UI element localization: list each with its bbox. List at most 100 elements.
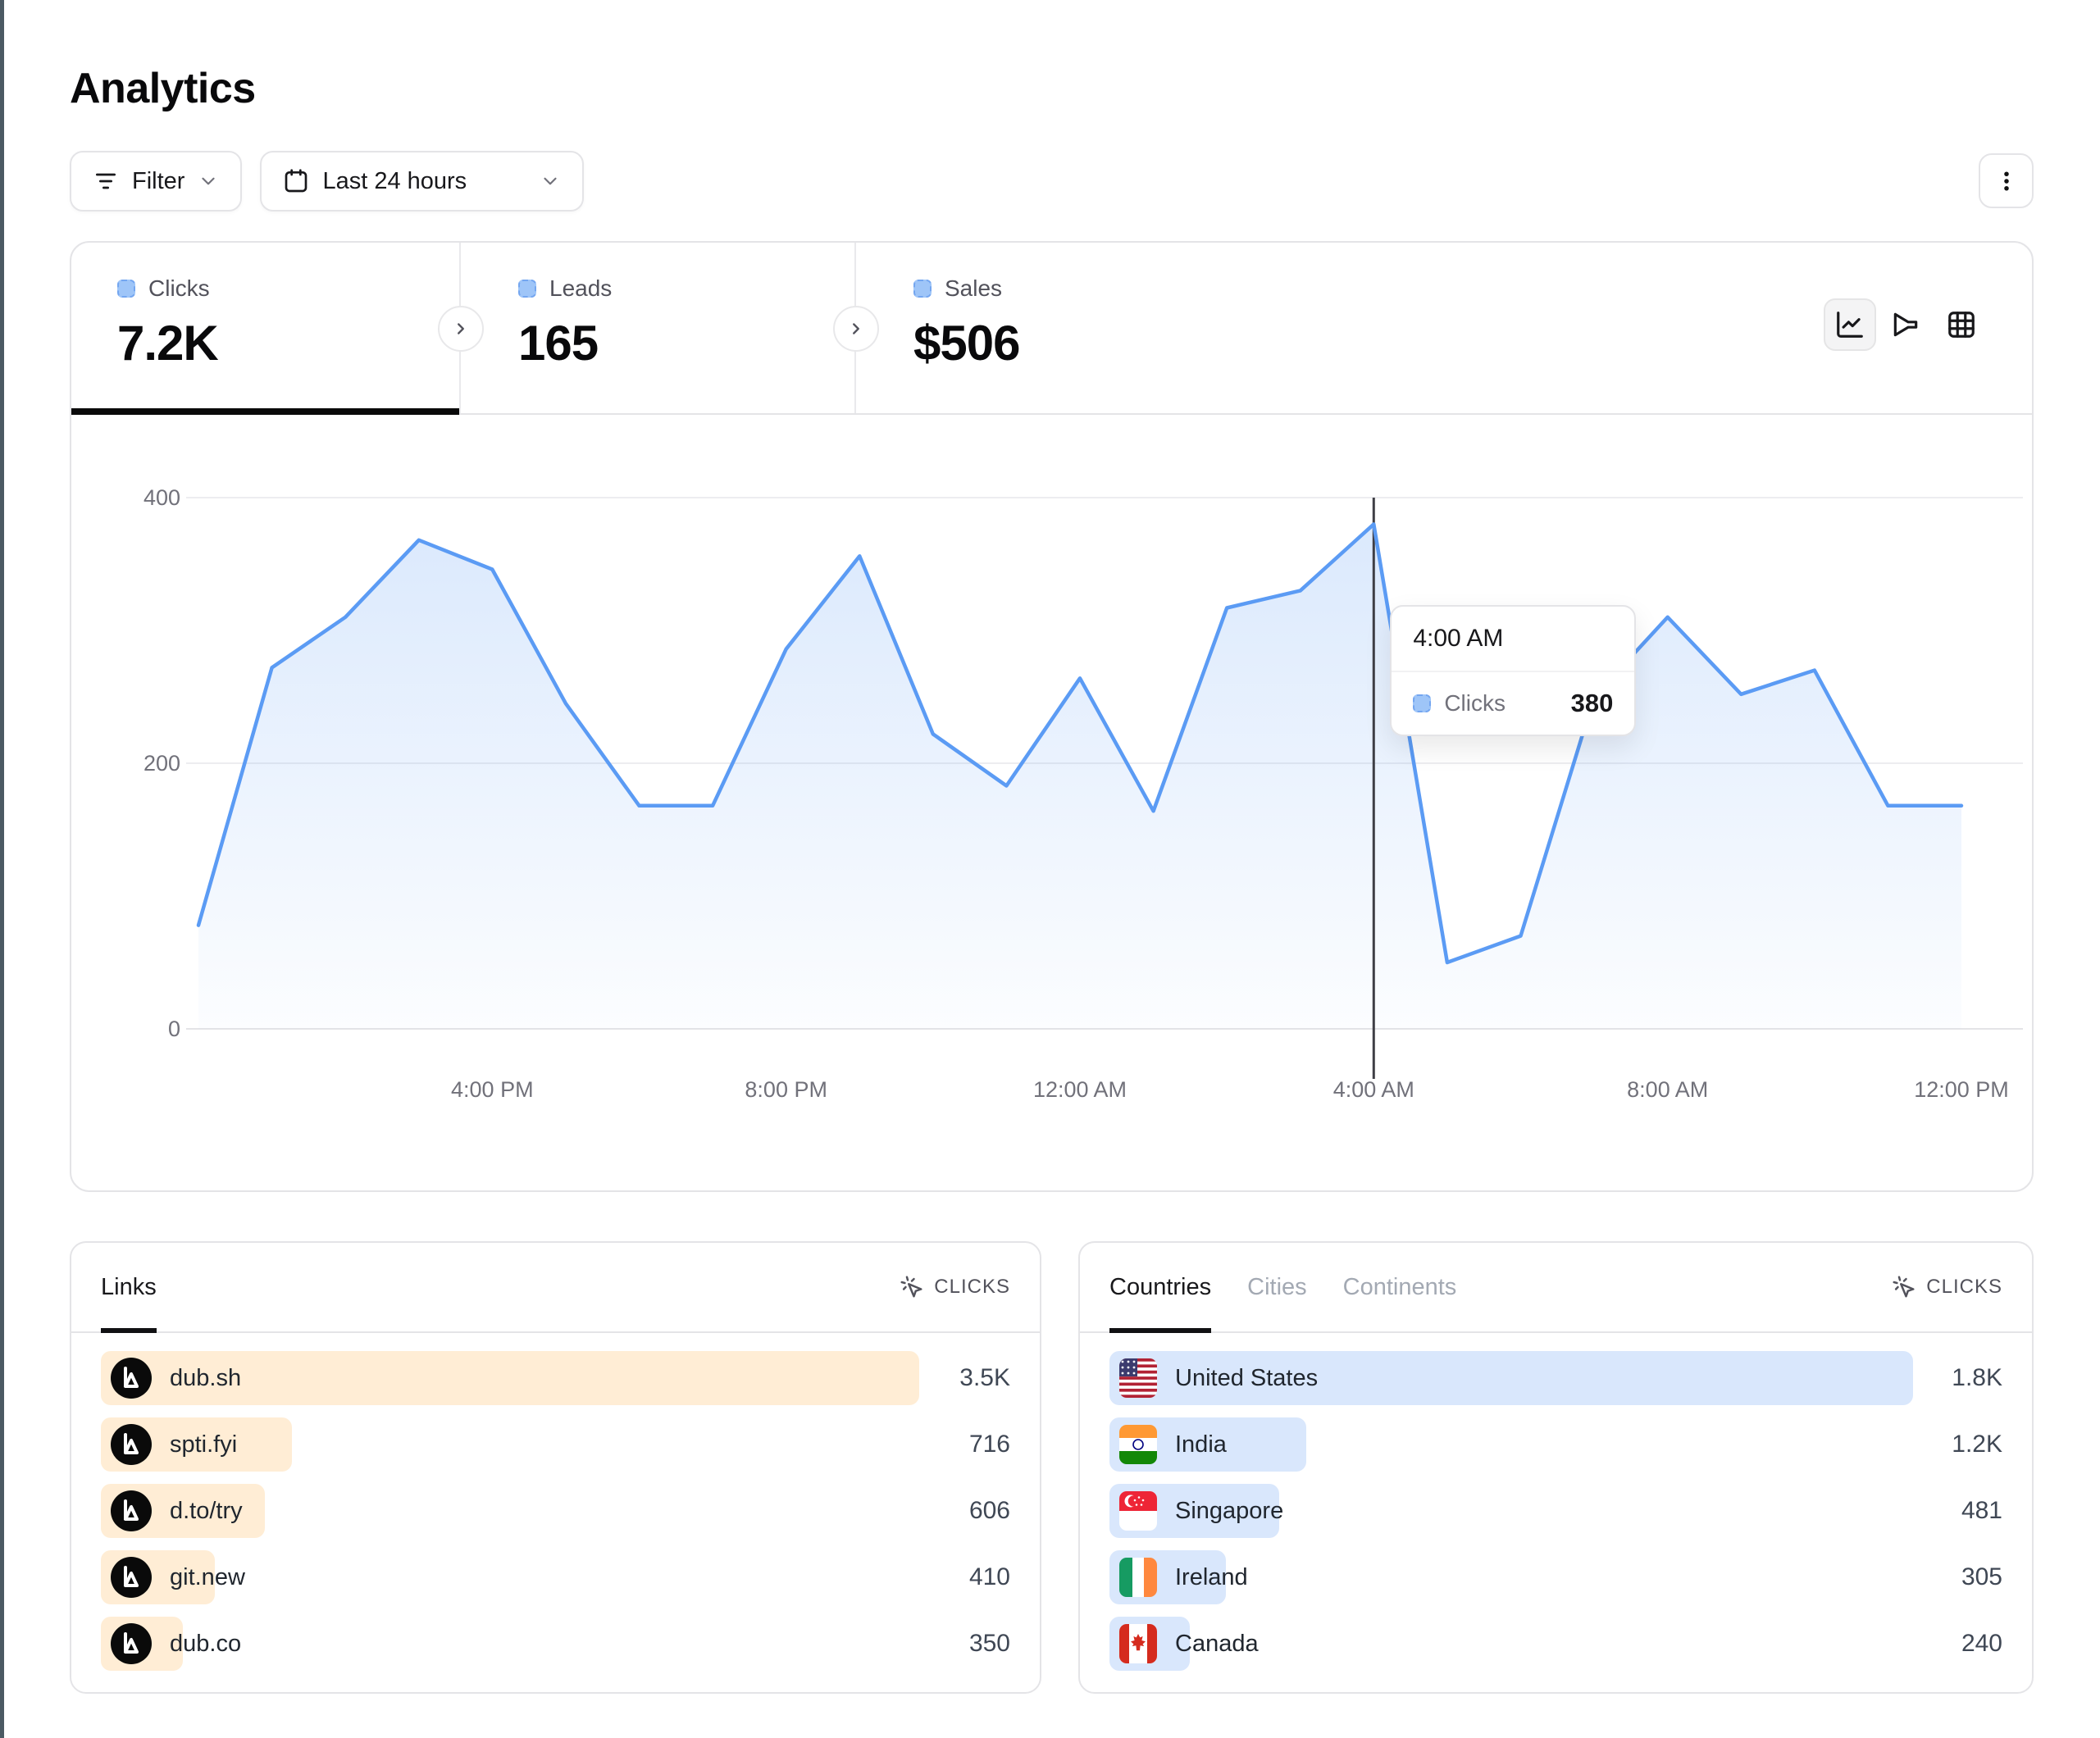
item-label: Ireland	[1175, 1563, 1248, 1590]
item-label: d.to/try	[170, 1497, 243, 1524]
sales-tab-label: Sales	[945, 275, 1003, 301]
mouse-pointer-click-icon	[900, 1276, 922, 1298]
window-edge	[0, 0, 4, 1738]
svg-text:4:00 AM: 4:00 AM	[1333, 1077, 1414, 1102]
dub-logo-icon	[111, 1424, 152, 1465]
links-panel-header: Links CLICKS	[71, 1243, 1040, 1333]
expand-sales-button[interactable]	[833, 306, 879, 352]
kebab-menu-icon	[2003, 171, 2009, 190]
tab-countries[interactable]: Countries	[1109, 1243, 1212, 1333]
list-item[interactable]: dub.co 350	[101, 1617, 1010, 1671]
list-item[interactable]: spti.fyi 716	[101, 1417, 1010, 1472]
tooltip-series-label: Clicks	[1444, 690, 1506, 716]
tooltip-time: 4:00 AM	[1392, 607, 1635, 672]
more-options-button[interactable]	[1979, 153, 2034, 208]
list-item[interactable]: git.new 410	[101, 1550, 1010, 1604]
date-range-button[interactable]: Last 24 hours	[260, 151, 585, 212]
item-label: India	[1175, 1431, 1227, 1458]
sales-value: $506	[913, 316, 1020, 371]
item-value: 481	[1961, 1497, 2002, 1524]
list-item[interactable]: India 1.2K	[1109, 1417, 2002, 1472]
leads-tab-label: Leads	[549, 275, 613, 301]
item-label: dub.sh	[170, 1364, 242, 1391]
chevron-down-icon	[202, 177, 216, 185]
chevron-right-icon	[458, 323, 464, 334]
item-value: 240	[1961, 1630, 2002, 1657]
clicks-time-series-chart[interactable]: 0 200 400 4:00 PM 8:00 PM 12:00 AM 4:00 AM 8:00…	[71, 415, 2032, 1190]
links-metric-header[interactable]: CLICKS	[900, 1275, 1010, 1299]
svg-text:8:00 AM: 8:00 AM	[1627, 1077, 1708, 1102]
tab-sales[interactable]: Sales $506	[856, 243, 2032, 413]
funnel-chart-view-button[interactable]	[1879, 298, 1932, 351]
item-label: git.new	[170, 1563, 245, 1590]
table-view-button[interactable]	[1935, 298, 1988, 351]
sales-legend-square	[913, 280, 932, 298]
canada-flag-icon	[1119, 1624, 1157, 1663]
item-label: Singapore	[1175, 1497, 1284, 1524]
list-item[interactable]: Ireland 305	[1109, 1550, 2002, 1604]
singapore-flag-icon	[1119, 1491, 1157, 1531]
svg-text:12:00 PM: 12:00 PM	[1914, 1077, 2009, 1102]
value-bar	[1109, 1351, 1914, 1405]
chart-tooltip: 4:00 AM Clicks 380	[1390, 605, 1637, 736]
leads-legend-square	[518, 280, 536, 298]
funnel-chart-icon	[1893, 312, 1918, 337]
list-item[interactable]: dub.sh 3.5K	[101, 1351, 1010, 1405]
page-title: Analytics	[70, 65, 256, 112]
tab-cities[interactable]: Cities	[1247, 1273, 1307, 1300]
tooltip-value: 380	[1570, 689, 1614, 717]
dub-logo-icon	[111, 1623, 152, 1664]
stats-tabs-row: Clicks 7.2K Leads 165 Sales $506	[71, 243, 2032, 415]
list-item[interactable]: Singapore 481	[1109, 1484, 2002, 1538]
geo-panel: Countries Cities Continents CLICKS Unite…	[1078, 1241, 2034, 1694]
tab-links[interactable]: Links	[101, 1243, 157, 1333]
item-value: 350	[968, 1630, 1010, 1657]
svg-text:12:00 AM: 12:00 AM	[1033, 1077, 1127, 1102]
calendar-icon	[285, 169, 307, 193]
toolbar: Filter Last 24 hours	[70, 151, 2034, 212]
date-range-label: Last 24 hours	[322, 167, 467, 194]
line-chart-icon	[1837, 312, 1863, 338]
filter-button[interactable]: Filter	[70, 151, 243, 212]
list-item[interactable]: Canada 240	[1109, 1617, 2002, 1671]
item-label: United States	[1175, 1364, 1319, 1391]
dub-logo-icon	[111, 1557, 152, 1598]
tab-continents[interactable]: Continents	[1342, 1273, 1457, 1300]
clicks-tab-label: Clicks	[148, 275, 210, 301]
tab-clicks[interactable]: Clicks 7.2K	[71, 243, 461, 415]
filter-label: Filter	[132, 167, 185, 194]
expand-leads-button[interactable]	[438, 306, 484, 352]
item-label: dub.co	[170, 1630, 242, 1657]
svg-text:8:00 PM: 8:00 PM	[745, 1077, 827, 1102]
item-value: 606	[968, 1497, 1010, 1524]
item-value: 1.8K	[1952, 1364, 2002, 1391]
chevron-down-icon	[544, 177, 558, 185]
item-value: 3.5K	[959, 1364, 1010, 1391]
line-chart-view-button[interactable]	[1824, 298, 1876, 351]
tab-leads[interactable]: Leads 165	[461, 243, 856, 413]
clicks-value: 7.2K	[117, 316, 219, 371]
item-label: Canada	[1175, 1630, 1259, 1657]
india-flag-icon	[1119, 1425, 1157, 1464]
links-list: dub.sh 3.5K spti.fyi 716 d.to/try 606 git.n…	[71, 1333, 1040, 1671]
item-value: 410	[968, 1563, 1010, 1590]
list-item[interactable]: United States 1.8K	[1109, 1351, 2002, 1405]
item-label: spti.fyi	[170, 1431, 238, 1458]
mouse-pointer-click-icon	[1893, 1276, 1915, 1298]
dub-logo-icon	[111, 1490, 152, 1531]
ireland-flag-icon	[1119, 1558, 1157, 1597]
svg-text:400: 400	[143, 485, 180, 510]
value-bar	[101, 1351, 920, 1405]
area-chart: 0 200 400 4:00 PM 8:00 PM 12:00 AM 4:00 AM 8:00…	[143, 485, 2023, 1102]
filter-icon	[96, 173, 116, 189]
dub-logo-icon	[111, 1358, 152, 1399]
leads-value: 165	[518, 316, 599, 371]
svg-text:200: 200	[143, 751, 180, 776]
chart-type-switcher	[1824, 298, 1988, 351]
geo-metric-header[interactable]: CLICKS	[1892, 1275, 2002, 1299]
item-value: 716	[968, 1431, 1010, 1458]
svg-text:4:00 PM: 4:00 PM	[451, 1077, 534, 1102]
svg-text:0: 0	[168, 1017, 180, 1041]
list-item[interactable]: d.to/try 606	[101, 1484, 1010, 1538]
us-flag-icon	[1119, 1358, 1157, 1398]
